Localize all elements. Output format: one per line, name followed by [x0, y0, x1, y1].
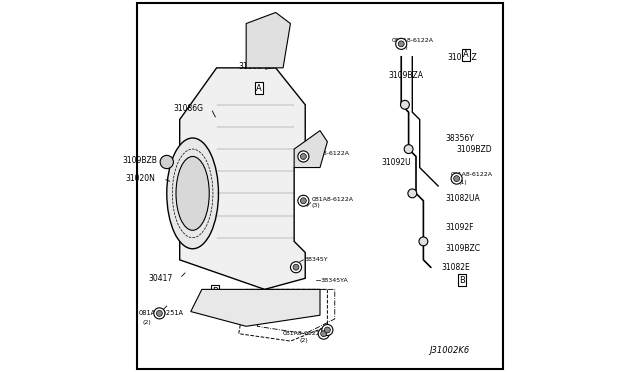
Circle shape: [321, 331, 326, 337]
Text: 3109BZ: 3109BZ: [447, 53, 477, 62]
Text: 3109BZC: 3109BZC: [445, 244, 481, 253]
Circle shape: [408, 189, 417, 198]
Text: 3B343YB: 3B343YB: [282, 304, 310, 308]
Text: (1): (1): [458, 180, 467, 185]
Circle shape: [291, 262, 301, 273]
Ellipse shape: [176, 157, 209, 230]
Text: B: B: [460, 276, 465, 285]
Text: 31020N: 31020N: [126, 174, 156, 183]
Text: A: A: [256, 84, 262, 93]
Circle shape: [398, 41, 404, 47]
Text: 31069: 31069: [250, 32, 274, 41]
Text: (2): (2): [299, 338, 308, 343]
Circle shape: [298, 151, 309, 162]
Text: 081A8-6122A: 081A8-6122A: [282, 331, 324, 336]
Circle shape: [160, 155, 173, 169]
Text: 081A8-6122A: 081A8-6122A: [451, 173, 493, 177]
Circle shape: [404, 145, 413, 154]
Circle shape: [396, 38, 407, 49]
Circle shape: [154, 308, 165, 319]
Text: 081A8-6122A
(3): 081A8-6122A (3): [312, 197, 353, 208]
Text: J31002K6: J31002K6: [429, 346, 470, 355]
Text: 081A1-0251A: 081A1-0251A: [139, 310, 184, 316]
Text: (2): (2): [142, 320, 151, 325]
Circle shape: [451, 173, 462, 184]
PathPatch shape: [180, 68, 305, 289]
Text: 31082E: 31082E: [442, 263, 470, 272]
Circle shape: [324, 327, 330, 333]
Text: 31069+A: 31069+A: [238, 61, 274, 71]
Circle shape: [300, 154, 307, 160]
Text: 3109BZD: 3109BZD: [456, 145, 492, 154]
Polygon shape: [294, 131, 328, 167]
Circle shape: [401, 100, 410, 109]
Circle shape: [318, 328, 329, 339]
Text: 3109BZA: 3109BZA: [388, 71, 423, 80]
Circle shape: [156, 310, 163, 316]
Text: 31082UA: 31082UA: [445, 195, 480, 203]
Text: 3B345YA: 3B345YA: [321, 278, 349, 283]
Text: 38356Y: 38356Y: [445, 134, 474, 143]
Text: 38345Y: 38345Y: [304, 257, 328, 262]
Text: 31086G: 31086G: [173, 104, 204, 113]
Text: B: B: [212, 287, 218, 296]
Text: A: A: [463, 51, 468, 60]
Text: 31092F: 31092F: [445, 223, 474, 232]
Text: 31092U: 31092U: [381, 157, 410, 167]
Text: 081A8-6122A
(1): 081A8-6122A (1): [308, 151, 350, 162]
Text: 081A8-6122A: 081A8-6122A: [392, 38, 434, 43]
Circle shape: [293, 264, 299, 270]
Text: (2): (2): [399, 45, 408, 50]
Circle shape: [419, 237, 428, 246]
Circle shape: [454, 176, 460, 182]
Circle shape: [300, 198, 307, 204]
Text: 3109BZB: 3109BZB: [123, 155, 157, 165]
Text: 30417: 30417: [148, 274, 172, 283]
Ellipse shape: [167, 138, 218, 249]
Circle shape: [322, 324, 333, 336]
Polygon shape: [191, 289, 320, 326]
Polygon shape: [246, 13, 291, 68]
Circle shape: [298, 195, 309, 206]
